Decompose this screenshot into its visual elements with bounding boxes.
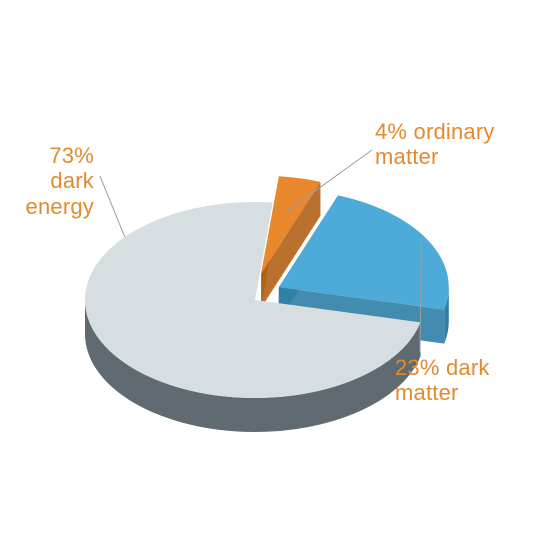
label-ordinary-line1: 4% ordinary [375, 119, 495, 144]
leader-dark-energy [100, 176, 125, 237]
label-dark-matter: 23% dark matter [395, 355, 490, 406]
label-dark-energy-line1: 73% dark [49, 143, 94, 193]
pie-chart [0, 0, 560, 560]
label-dark-energy-line2: energy [26, 194, 94, 219]
chart-container: 73% dark energy 4% ordinary matter 23% d… [0, 0, 560, 560]
label-dark-energy: 73% dark energy [0, 143, 94, 219]
label-ordinary-matter: 4% ordinary matter [375, 119, 495, 170]
label-dark-matter-line2: matter [395, 380, 459, 405]
label-ordinary-line2: matter [375, 144, 439, 169]
label-dark-matter-line1: 23% dark [395, 355, 490, 380]
